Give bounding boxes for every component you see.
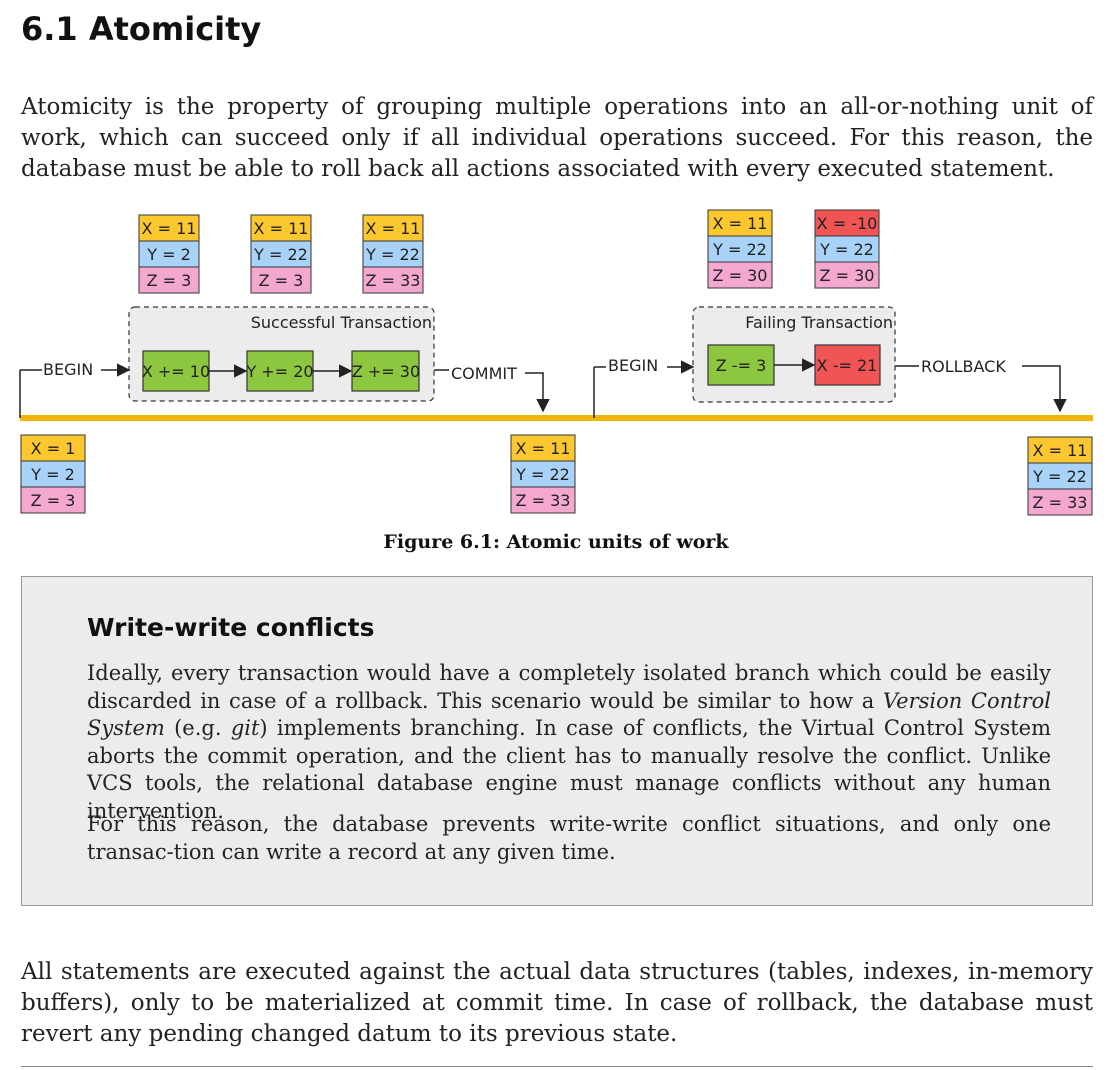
intro-paragraph: Atomicity is the property of grouping mu… [21, 94, 1093, 182]
state-after-rollback: X = 11 Y = 22 Z = 33 [1027, 436, 1093, 516]
fail-begin-label: BEGIN [608, 356, 658, 375]
snapshot-value: Z = 3 [147, 271, 192, 290]
timeline-bar [20, 415, 1093, 421]
snapshot-value: X = 11 [142, 219, 197, 238]
rollback-arrow [1022, 365, 1067, 413]
callout-paragraph-1: Ideally, every transaction would have a … [87, 660, 1051, 825]
op-label-z-plus-30: Z += 30 [352, 362, 420, 381]
commit-label: COMMIT [451, 364, 517, 383]
op-box-x-plus-10 [142, 350, 210, 392]
callout-emphasis-git: git [230, 716, 260, 740]
failing-transaction-label: Failing Transaction [745, 313, 893, 332]
success-begin-label: BEGIN [43, 360, 93, 379]
callout-emphasis-vcs: Version Control System [87, 688, 1051, 741]
closing-paragraph: All statements are executed against the … [21, 959, 1093, 1047]
success-transaction-label: Successful Transaction [251, 313, 432, 332]
state-value: Z = 3 [31, 491, 76, 510]
op-label-y-plus-20: Y += 20 [245, 362, 313, 381]
snapshot-value: Z = 30 [820, 266, 875, 285]
success-snapshot-2: X = 11 Y = 22 Z = 3 [250, 214, 312, 294]
snapshot-value: X = 11 [713, 214, 768, 233]
callout-text: (e.g. [164, 716, 231, 740]
op-label-z-minus-3: Z -= 3 [716, 356, 767, 375]
fail-snapshot-1: X = 11 Y = 22 Z = 30 [707, 209, 773, 289]
callout-text: Ideally, every transaction would have a … [87, 661, 1051, 713]
callout-box: Write-write conflicts Ideally, every tra… [21, 576, 1093, 906]
section-title: 6.1 Atomicity [21, 10, 262, 48]
state-initial: X = 1 Y = 2 Z = 3 [20, 434, 86, 514]
op-box-y-plus-20 [246, 350, 314, 392]
op-box-z-plus-30 [351, 350, 420, 392]
page-bottom-rule [21, 1066, 1093, 1067]
op-box-z-minus-3 [707, 344, 775, 386]
commit-arrow [525, 372, 550, 413]
callout-paragraph-2: For this reason, the database prevents w… [87, 812, 1051, 864]
snapshot-value: Z = 33 [366, 271, 421, 290]
rollback-label: ROLLBACK [921, 357, 1006, 376]
state-value: Y = 2 [30, 465, 75, 484]
atomicity-diagram: Successful Transaction BEGIN X += 10 Y +… [19, 209, 1093, 516]
snapshot-value: Z = 3 [259, 271, 304, 290]
state-value: Y = 22 [1032, 467, 1087, 486]
snapshot-value: Y = 22 [365, 245, 420, 264]
snapshot-value: X = 11 [254, 219, 309, 238]
state-value: X = 11 [516, 439, 571, 458]
state-value: Z = 33 [1033, 493, 1088, 512]
snapshot-value: Y = 22 [712, 240, 767, 259]
state-value: Z = 33 [516, 491, 571, 510]
state-value: Y = 22 [515, 465, 570, 484]
snapshot-value: X = 11 [366, 219, 421, 238]
state-value: X = 11 [1033, 441, 1088, 460]
snapshot-value: Y = 22 [253, 245, 308, 264]
snapshot-value: X = -10 [817, 214, 878, 233]
snapshot-value: Y = 22 [819, 240, 874, 259]
snapshot-value: Y = 2 [146, 245, 191, 264]
fail-snapshot-2: X = -10 Y = 22 Z = 30 [814, 209, 880, 289]
state-value: X = 1 [31, 439, 76, 458]
op-box-x-minus-21 [814, 344, 881, 386]
op-label-x-plus-10: X += 10 [142, 362, 210, 381]
success-snapshot-3: X = 11 Y = 22 Z = 33 [362, 214, 424, 294]
figure-caption: Figure 6.1: Atomic units of work [383, 531, 729, 553]
state-after-commit: X = 11 Y = 22 Z = 33 [510, 434, 576, 514]
snapshot-value: Z = 30 [713, 266, 768, 285]
op-label-x-minus-21: X -= 21 [817, 356, 878, 375]
success-snapshot-1: X = 11 Y = 2 Z = 3 [138, 214, 200, 294]
callout-title: Write-write conflicts [87, 613, 375, 642]
callout-text: ) implements branching. In case of confl… [87, 716, 1052, 823]
